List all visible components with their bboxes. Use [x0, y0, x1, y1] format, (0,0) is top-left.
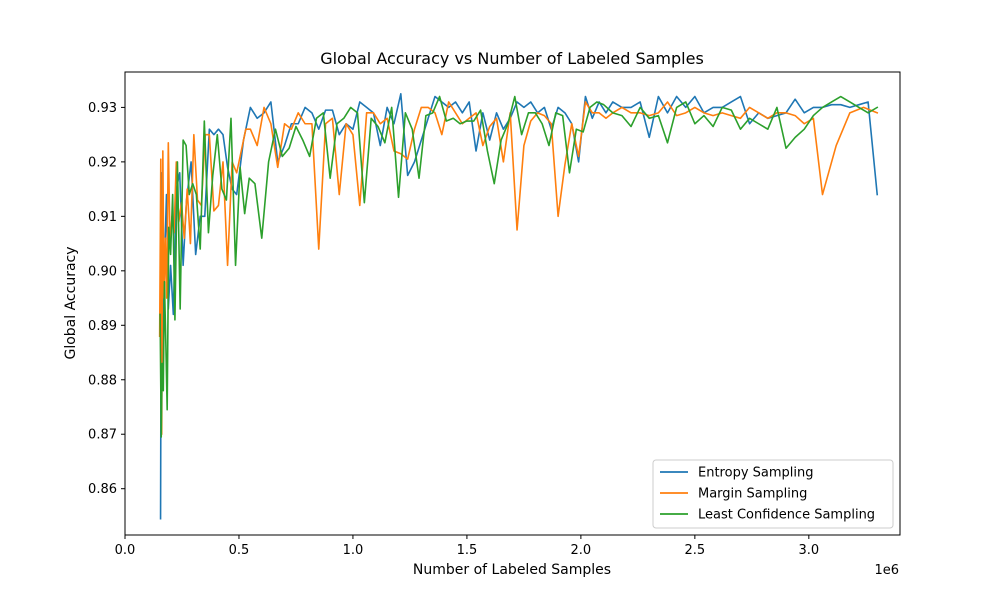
legend-label-2: Least Confidence Sampling	[698, 508, 875, 523]
y-tick-label: 0.86	[88, 482, 117, 497]
x-tick-label: 1.5	[457, 543, 478, 558]
y-tick-label: 0.90	[88, 264, 117, 279]
y-tick-label: 0.89	[88, 319, 117, 334]
y-axis-ticks: 0.86 0.87 0.88 0.89 0.90 0.91 0.92 0.93	[88, 101, 125, 497]
x-axis-label: Number of Labeled Samples	[413, 562, 611, 578]
x-tick-label: 2.5	[685, 543, 706, 558]
x-tick-label: 0.0	[115, 543, 136, 558]
legend-box	[652, 459, 894, 529]
x-axis-ticks: 0.0 0.5 1.0 1.5 2.0 2.5 3.0	[115, 535, 819, 558]
series-layer	[158, 92, 879, 520]
y-tick-label: 0.87	[88, 428, 117, 443]
y-tick-label: 0.88	[88, 373, 117, 388]
x-tick-label: 1.0	[343, 543, 364, 558]
x-tick-label: 2.0	[571, 543, 592, 558]
plot-frame	[124, 71, 901, 536]
x-tick-label: 0.5	[229, 543, 250, 558]
series-line-1	[158, 101, 879, 436]
legend-items: Entropy Sampling Margin Sampling Least Con…	[660, 466, 875, 523]
x-tick-label: 3.0	[798, 543, 819, 558]
series-line-2	[159, 95, 879, 438]
legend-label-0: Entropy Sampling	[698, 466, 814, 481]
legend: Entropy Sampling Margin Sampling Least Con…	[652, 459, 894, 529]
x-axis-offset-label: 1e6	[874, 563, 899, 578]
y-tick-label: 0.92	[88, 155, 117, 170]
legend-label-1: Margin Sampling	[698, 487, 807, 502]
y-tick-label: 0.93	[88, 101, 117, 116]
series-line-0	[159, 92, 879, 520]
chart-title: Global Accuracy vs Number of Labeled Sam…	[320, 49, 704, 68]
y-axis-label: Global Accuracy	[63, 246, 79, 359]
y-tick-label: 0.91	[88, 210, 117, 225]
